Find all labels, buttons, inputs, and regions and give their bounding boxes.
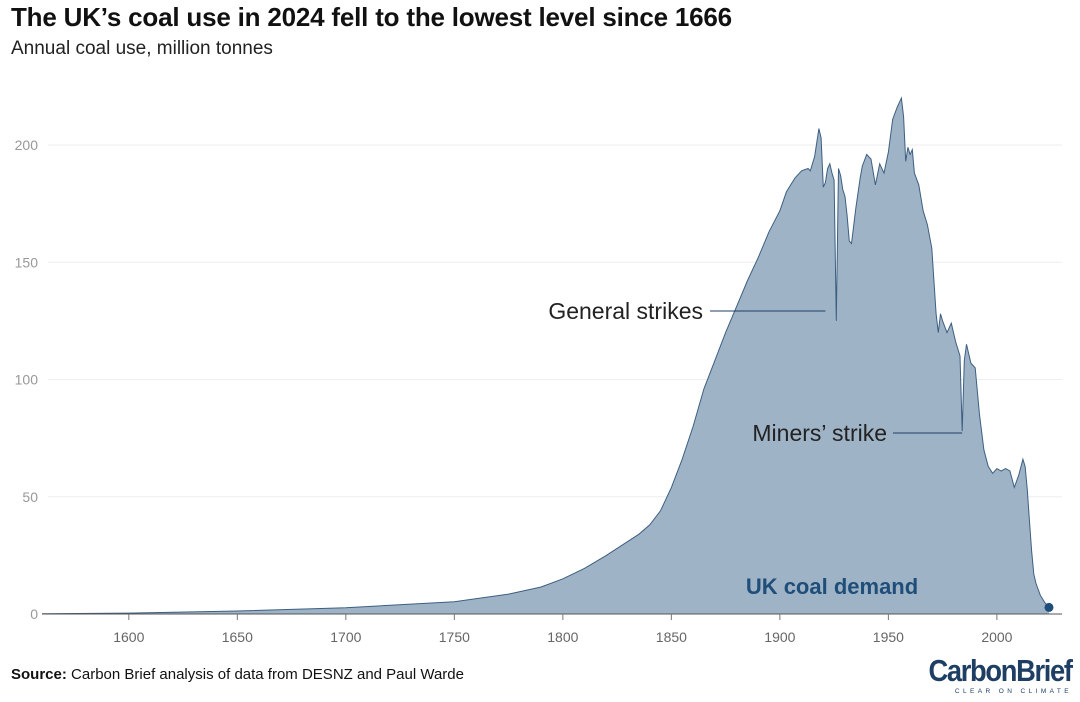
x-tick-label: 1600: [113, 629, 144, 645]
y-tick-label: 100: [15, 372, 39, 388]
logo-tagline: CLEAR ON CLIMATE: [954, 688, 1072, 695]
annotations: General strikes Miners’ strike UK coal dem…: [548, 298, 963, 599]
chart-subtitle: Annual coal use, million tonnes: [11, 38, 273, 59]
x-tick-label: 1750: [439, 629, 470, 645]
latest-value-dot: [1044, 602, 1054, 612]
x-tick-label: 1900: [764, 629, 795, 645]
logo-wordmark: CarbonBrief: [928, 653, 1073, 688]
y-tick-label: 50: [22, 489, 38, 505]
area-series: [41, 96, 1054, 615]
carbon-brief-logo[interactable]: CarbonBrief CLEAR ON CLIMATE: [909, 653, 1073, 695]
x-tick-label: 1800: [547, 629, 578, 645]
x-axis: 1600 1650 1700 1750 1800 1850 1900 1950 2000: [42, 613, 1062, 645]
x-tick-label: 1950: [873, 629, 904, 645]
series-label: UK coal demand: [746, 574, 918, 599]
area-fill: [42, 98, 1049, 615]
x-tick-label: 1650: [222, 629, 253, 645]
y-tick-label: 0: [30, 606, 38, 622]
area-line: [41, 96, 1050, 615]
y-tick-label: 150: [15, 254, 39, 270]
y-tick-label: 200: [15, 137, 39, 153]
miners-strike-label: Miners’ strike: [752, 420, 887, 446]
y-axis-tick-labels: 0 50 100 150 200: [15, 137, 39, 622]
x-tick-label: 1850: [656, 629, 687, 645]
x-tick-label: 1700: [330, 629, 361, 645]
source-text: Carbon Brief analysis of data from DESNZ…: [71, 666, 464, 683]
general-strikes-label: General strikes: [548, 298, 703, 324]
source-label: Source:: [11, 666, 67, 683]
chart-title: The UK’s coal use in 2024 fell to the lo…: [11, 2, 732, 32]
x-tick-label: 2000: [981, 629, 1012, 645]
source-note: Source: Carbon Brief analysis of data fr…: [11, 666, 464, 683]
